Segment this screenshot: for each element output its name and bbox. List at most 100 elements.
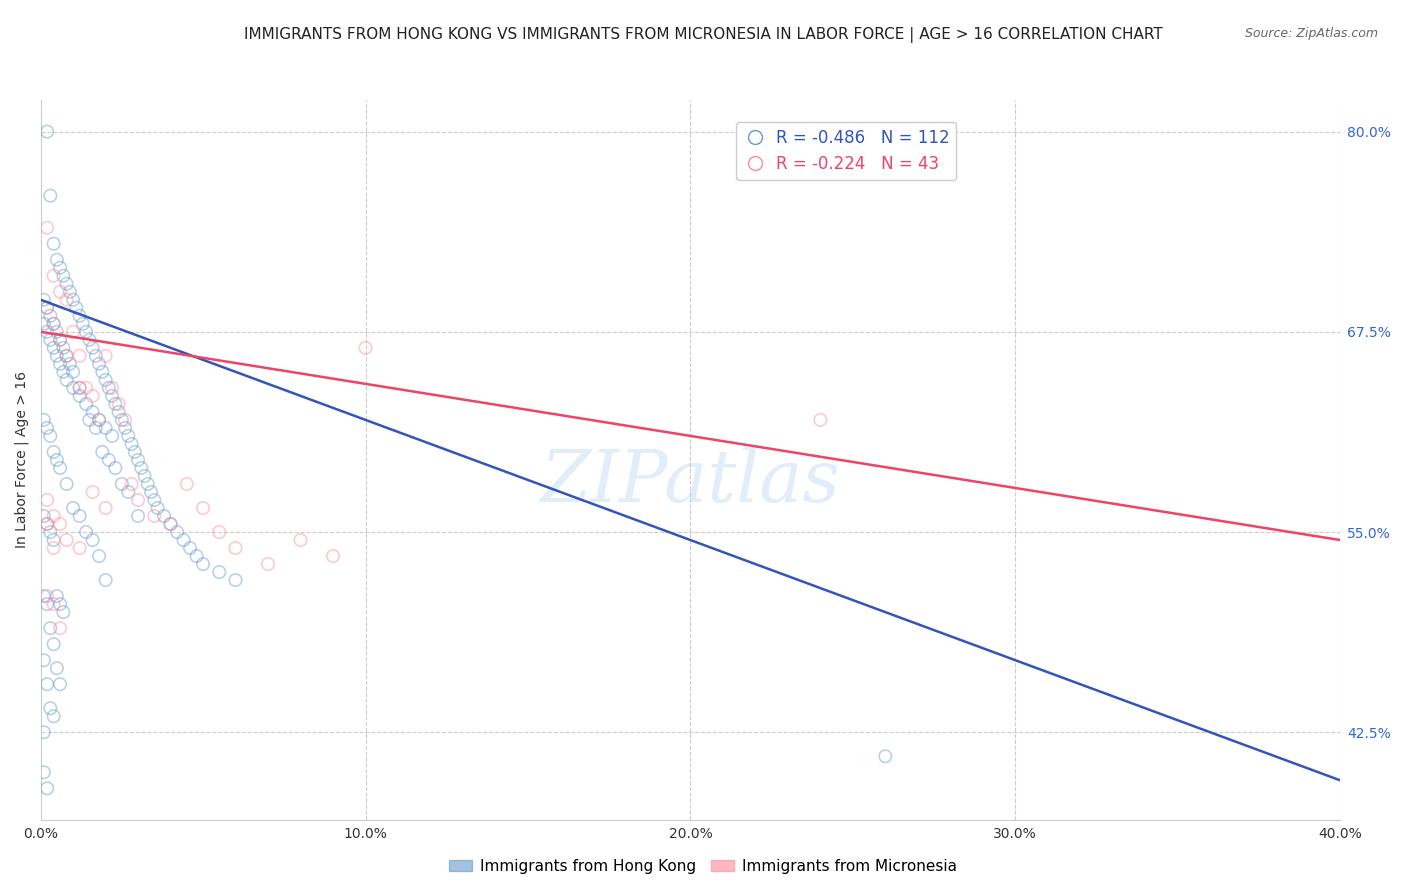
- Point: [114, 421, 136, 435]
- Point: [42, 236, 65, 251]
- Point: [49, 461, 72, 475]
- Point: [322, 549, 344, 563]
- Point: [37, 301, 59, 315]
- Point: [127, 493, 149, 508]
- Point: [82, 533, 104, 547]
- Point: [37, 124, 59, 138]
- Point: [117, 429, 139, 443]
- Point: [75, 524, 97, 539]
- Point: [42, 709, 65, 723]
- Point: [79, 333, 101, 347]
- Legend: R = -0.486   N = 112, R = -0.224   N = 43: R = -0.486 N = 112, R = -0.224 N = 43: [737, 122, 956, 180]
- Point: [69, 541, 91, 555]
- Point: [127, 508, 149, 523]
- Point: [290, 533, 312, 547]
- Point: [45, 252, 67, 267]
- Point: [32, 293, 55, 307]
- Point: [808, 413, 831, 427]
- Point: [42, 317, 65, 331]
- Point: [82, 405, 104, 419]
- Point: [37, 421, 59, 435]
- Point: [55, 349, 77, 363]
- Point: [59, 285, 82, 299]
- Point: [94, 373, 117, 387]
- Point: [39, 188, 62, 202]
- Point: [45, 349, 67, 363]
- Point: [94, 349, 117, 363]
- Point: [208, 565, 231, 579]
- Point: [101, 389, 124, 403]
- Point: [97, 381, 120, 395]
- Point: [139, 485, 162, 500]
- Point: [49, 621, 72, 635]
- Point: [114, 413, 136, 427]
- Point: [134, 469, 156, 483]
- Point: [107, 405, 129, 419]
- Point: [32, 589, 55, 603]
- Point: [94, 501, 117, 516]
- Point: [97, 453, 120, 467]
- Text: ZIPat​las: ZIPat​las: [540, 446, 841, 516]
- Point: [49, 333, 72, 347]
- Legend: Immigrants from Hong Kong, Immigrants from Micronesia: Immigrants from Hong Kong, Immigrants fr…: [443, 853, 963, 880]
- Point: [143, 508, 166, 523]
- Point: [82, 485, 104, 500]
- Point: [875, 749, 897, 764]
- Point: [94, 421, 117, 435]
- Point: [107, 397, 129, 411]
- Point: [49, 677, 72, 691]
- Point: [45, 661, 67, 675]
- Point: [104, 397, 127, 411]
- Point: [79, 413, 101, 427]
- Point: [52, 341, 75, 355]
- Point: [37, 516, 59, 531]
- Point: [45, 453, 67, 467]
- Point: [32, 653, 55, 667]
- Point: [42, 445, 65, 459]
- Point: [225, 541, 247, 555]
- Point: [55, 373, 77, 387]
- Point: [39, 621, 62, 635]
- Point: [39, 524, 62, 539]
- Point: [62, 365, 84, 379]
- Point: [32, 317, 55, 331]
- Point: [159, 516, 181, 531]
- Point: [59, 357, 82, 371]
- Point: [62, 381, 84, 395]
- Point: [75, 397, 97, 411]
- Point: [37, 301, 59, 315]
- Point: [52, 365, 75, 379]
- Point: [42, 317, 65, 331]
- Point: [32, 725, 55, 739]
- Point: [191, 557, 214, 571]
- Point: [39, 333, 62, 347]
- Point: [39, 429, 62, 443]
- Point: [49, 260, 72, 275]
- Point: [37, 325, 59, 339]
- Point: [52, 268, 75, 283]
- Point: [37, 516, 59, 531]
- Point: [101, 429, 124, 443]
- Point: [69, 309, 91, 323]
- Point: [143, 493, 166, 508]
- Point: [62, 325, 84, 339]
- Point: [87, 413, 110, 427]
- Point: [45, 325, 67, 339]
- Point: [69, 381, 91, 395]
- Point: [75, 325, 97, 339]
- Point: [87, 357, 110, 371]
- Point: [69, 508, 91, 523]
- Point: [42, 637, 65, 651]
- Point: [173, 533, 195, 547]
- Point: [49, 357, 72, 371]
- Point: [37, 677, 59, 691]
- Point: [146, 501, 169, 516]
- Point: [55, 349, 77, 363]
- Point: [37, 493, 59, 508]
- Point: [136, 477, 159, 491]
- Point: [121, 477, 143, 491]
- Point: [131, 461, 153, 475]
- Point: [91, 445, 114, 459]
- Point: [153, 508, 176, 523]
- Y-axis label: In Labor Force | Age > 16: In Labor Force | Age > 16: [15, 371, 30, 549]
